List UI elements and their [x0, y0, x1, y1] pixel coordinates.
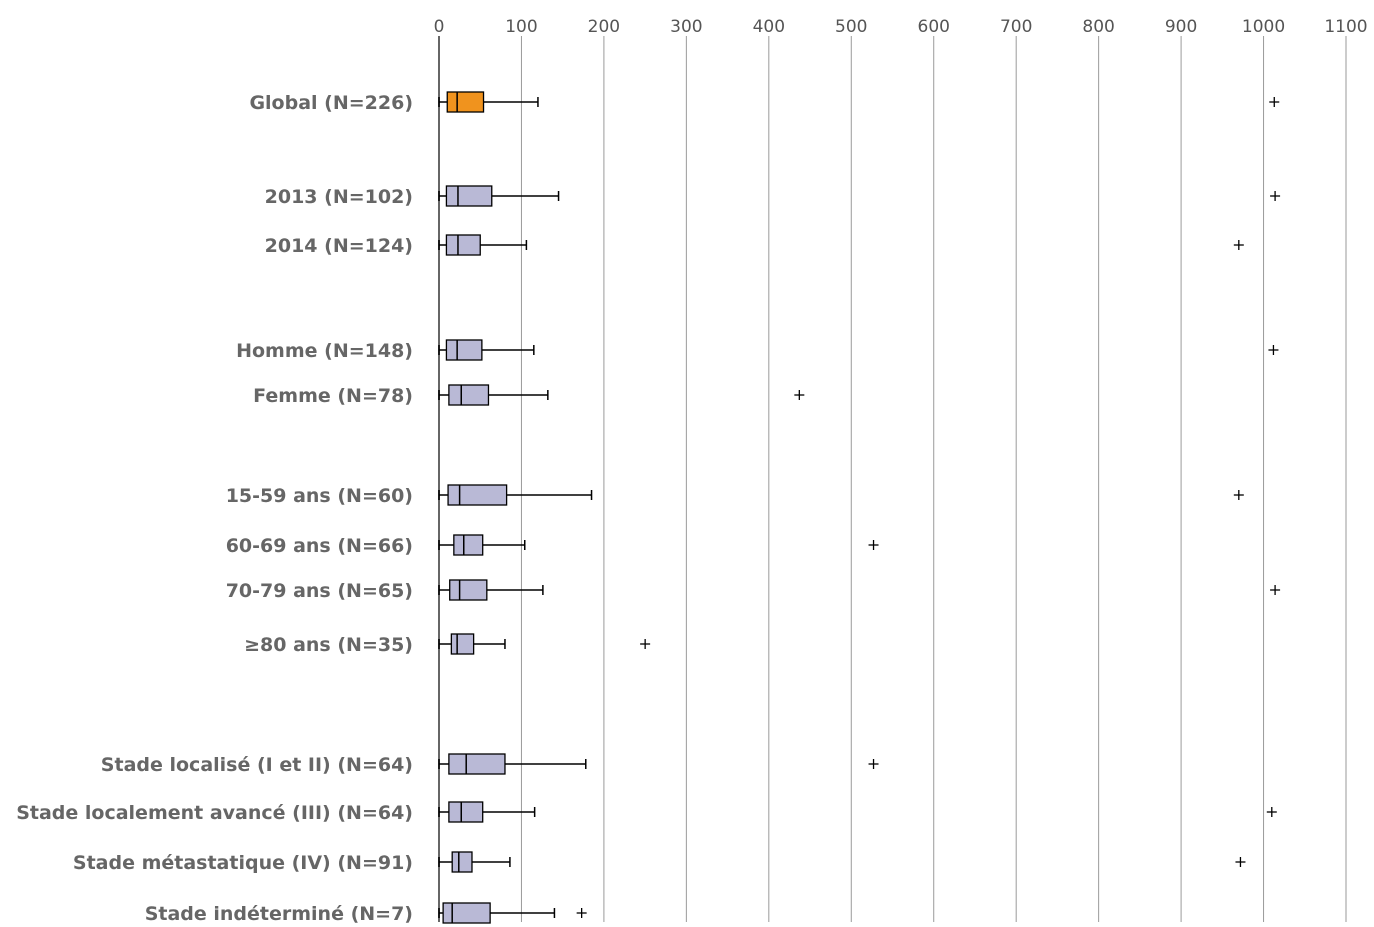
iqr-box: [446, 91, 485, 113]
outlier-marker: [1266, 807, 1277, 817]
x-tick-label: 200: [588, 17, 620, 37]
x-tick-label: 400: [753, 17, 785, 37]
iqr-box: [448, 384, 490, 406]
box-plot-row: [438, 534, 879, 556]
outlier-marker: [1235, 857, 1246, 867]
iqr-box: [450, 633, 475, 655]
box-plot-row: [438, 91, 1280, 113]
iqr-box: [448, 753, 506, 775]
box-plot-row: [438, 384, 805, 406]
outlier-marker: [640, 639, 651, 649]
box-plot-row: [438, 851, 1246, 873]
iqr-box: [448, 801, 484, 823]
x-tick-label: 500: [835, 17, 867, 37]
outlier-marker: [1233, 240, 1244, 250]
category-label: Global (N=226): [249, 92, 413, 114]
category-label: ≥80 ans (N=35): [244, 634, 413, 656]
category-label: Stade localement avancé (III) (N=64): [16, 802, 413, 824]
outlier-marker: [1233, 490, 1244, 500]
iqr-box: [451, 851, 473, 873]
grid-lines: [438, 36, 1347, 922]
outlier-marker: [1270, 585, 1281, 595]
outlier-marker: [576, 908, 587, 918]
iqr-box: [447, 484, 508, 506]
box-plots: [438, 91, 1281, 924]
iqr-box: [449, 579, 488, 601]
box-plot-row: [438, 753, 879, 775]
category-label: Stade métastatique (IV) (N=91): [73, 852, 413, 874]
x-tick-label: 800: [1082, 17, 1114, 37]
iqr-box: [453, 534, 484, 556]
category-label: 70-79 ans (N=65): [226, 580, 413, 602]
box-plot-row: [438, 902, 587, 924]
x-tick-label: 900: [1165, 17, 1197, 37]
category-label: 60-69 ans (N=66): [226, 535, 413, 557]
iqr-box: [442, 902, 491, 924]
iqr-box: [445, 339, 483, 361]
category-label: 2013 (N=102): [265, 186, 413, 208]
x-tick-label: 0: [434, 17, 445, 37]
category-label: 2014 (N=124): [265, 235, 413, 257]
category-label: Femme (N=78): [253, 385, 413, 407]
x-tick-label: 700: [1000, 17, 1032, 37]
box-plot-row: [438, 633, 651, 655]
category-label: Stade localisé (I et II) (N=64): [101, 754, 413, 776]
outlier-marker: [1270, 191, 1281, 201]
outlier-marker: [794, 390, 805, 400]
x-tick-label: 100: [505, 17, 537, 37]
x-tick-label: 1000: [1242, 17, 1285, 37]
box-plot-row: [438, 801, 1277, 823]
box-plot-row: [438, 339, 1279, 361]
category-labels: Global (N=226) 2013 (N=102) 2014 (N=124) Ho…: [16, 92, 413, 925]
x-tick-label: 1100: [1324, 17, 1367, 37]
iqr-box: [445, 234, 481, 256]
category-label: Stade indéterminé (N=7): [145, 903, 413, 925]
category-label: 15-59 ans (N=60): [226, 485, 413, 507]
outlier-marker: [868, 759, 879, 769]
box-plot-row: [438, 234, 1244, 256]
x-tick-label: 600: [918, 17, 950, 37]
outlier-marker: [1268, 345, 1279, 355]
box-plot-row: [438, 579, 1281, 601]
category-label: Homme (N=148): [236, 340, 413, 362]
x-tick-label: 300: [670, 17, 702, 37]
x-axis-tick-labels: 0 100 200 300 400 500 600 700 800 900 1000 1100: [434, 17, 1368, 37]
outlier-marker: [868, 540, 879, 550]
box-plot-row: [438, 484, 1244, 506]
box-plot-row: [438, 185, 1281, 207]
outlier-marker: [1269, 97, 1280, 107]
iqr-box: [445, 185, 493, 207]
